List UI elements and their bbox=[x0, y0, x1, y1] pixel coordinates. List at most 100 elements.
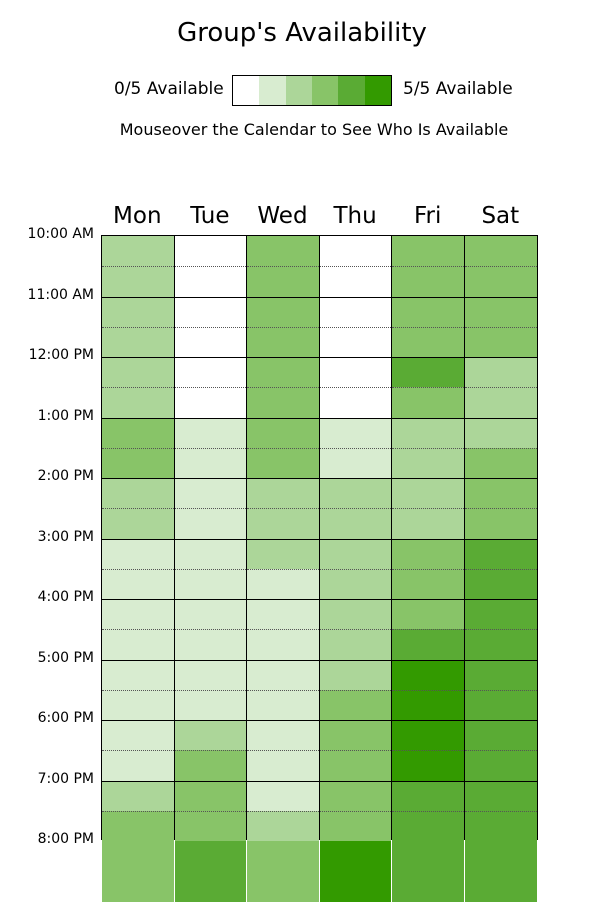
time-slot-cell[interactable] bbox=[392, 659, 464, 690]
time-slot-cell[interactable] bbox=[392, 266, 464, 297]
time-slot-cell[interactable] bbox=[247, 599, 319, 630]
time-slot-cell[interactable] bbox=[102, 810, 174, 841]
time-slot-cell[interactable] bbox=[102, 357, 174, 388]
time-slot-cell[interactable] bbox=[392, 326, 464, 357]
time-slot-cell[interactable] bbox=[174, 841, 247, 872]
time-slot-cell[interactable] bbox=[392, 780, 464, 811]
time-slot-cell[interactable] bbox=[465, 750, 537, 781]
time-slot-cell[interactable] bbox=[102, 750, 174, 781]
time-slot-cell[interactable] bbox=[392, 417, 464, 448]
time-slot-cell[interactable] bbox=[319, 841, 392, 872]
time-slot-cell[interactable] bbox=[319, 810, 392, 841]
time-slot-cell[interactable] bbox=[247, 841, 319, 872]
time-slot-cell[interactable] bbox=[392, 599, 464, 630]
time-slot-cell[interactable] bbox=[102, 417, 174, 448]
time-slot-cell[interactable] bbox=[247, 689, 319, 720]
time-slot-cell[interactable] bbox=[247, 387, 319, 418]
time-slot-cell[interactable] bbox=[247, 568, 319, 599]
time-slot-cell[interactable] bbox=[319, 236, 392, 267]
time-slot-cell[interactable] bbox=[174, 357, 247, 388]
time-slot-cell[interactable] bbox=[102, 871, 174, 902]
day-column-sat[interactable] bbox=[464, 235, 538, 902]
time-slot-cell[interactable] bbox=[102, 841, 174, 872]
day-column-mon[interactable] bbox=[101, 235, 175, 902]
time-slot-cell[interactable] bbox=[174, 508, 247, 539]
time-slot-cell[interactable] bbox=[174, 659, 247, 690]
time-slot-cell[interactable] bbox=[319, 780, 392, 811]
time-slot-cell[interactable] bbox=[465, 387, 537, 418]
time-slot-cell[interactable] bbox=[174, 750, 247, 781]
time-slot-cell[interactable] bbox=[319, 417, 392, 448]
time-slot-cell[interactable] bbox=[102, 447, 174, 478]
time-slot-cell[interactable] bbox=[319, 326, 392, 357]
time-slot-cell[interactable] bbox=[392, 871, 464, 902]
time-slot-cell[interactable] bbox=[319, 568, 392, 599]
time-slot-cell[interactable] bbox=[465, 841, 537, 872]
time-slot-cell[interactable] bbox=[102, 478, 174, 509]
time-slot-cell[interactable] bbox=[174, 780, 247, 811]
time-slot-cell[interactable] bbox=[319, 871, 392, 902]
time-slot-cell[interactable] bbox=[392, 689, 464, 720]
time-slot-cell[interactable] bbox=[174, 478, 247, 509]
time-slot-cell[interactable] bbox=[319, 447, 392, 478]
time-slot-cell[interactable] bbox=[465, 810, 537, 841]
time-slot-cell[interactable] bbox=[102, 659, 174, 690]
time-slot-cell[interactable] bbox=[465, 780, 537, 811]
time-slot-cell[interactable] bbox=[174, 387, 247, 418]
time-slot-cell[interactable] bbox=[392, 568, 464, 599]
availability-calendar-grid[interactable] bbox=[101, 235, 538, 902]
time-slot-cell[interactable] bbox=[174, 689, 247, 720]
time-slot-cell[interactable] bbox=[102, 236, 174, 267]
time-slot-cell[interactable] bbox=[174, 326, 247, 357]
time-slot-cell[interactable] bbox=[392, 357, 464, 388]
time-slot-cell[interactable] bbox=[102, 508, 174, 539]
time-slot-cell[interactable] bbox=[174, 236, 247, 267]
time-slot-cell[interactable] bbox=[174, 266, 247, 297]
time-slot-cell[interactable] bbox=[247, 871, 319, 902]
time-slot-cell[interactable] bbox=[465, 447, 537, 478]
time-slot-cell[interactable] bbox=[392, 841, 464, 872]
time-slot-cell[interactable] bbox=[392, 478, 464, 509]
time-slot-cell[interactable] bbox=[465, 236, 537, 267]
time-slot-cell[interactable] bbox=[465, 417, 537, 448]
time-slot-cell[interactable] bbox=[102, 266, 174, 297]
time-slot-cell[interactable] bbox=[319, 478, 392, 509]
time-slot-cell[interactable] bbox=[319, 538, 392, 569]
time-slot-cell[interactable] bbox=[174, 447, 247, 478]
time-slot-cell[interactable] bbox=[319, 387, 392, 418]
time-slot-cell[interactable] bbox=[319, 266, 392, 297]
time-slot-cell[interactable] bbox=[392, 508, 464, 539]
time-slot-cell[interactable] bbox=[247, 659, 319, 690]
time-slot-cell[interactable] bbox=[319, 599, 392, 630]
time-slot-cell[interactable] bbox=[102, 780, 174, 811]
time-slot-cell[interactable] bbox=[465, 568, 537, 599]
time-slot-cell[interactable] bbox=[247, 720, 319, 751]
day-column-tue[interactable] bbox=[173, 235, 248, 902]
time-slot-cell[interactable] bbox=[465, 508, 537, 539]
time-slot-cell[interactable] bbox=[392, 447, 464, 478]
time-slot-cell[interactable] bbox=[392, 236, 464, 267]
time-slot-cell[interactable] bbox=[465, 599, 537, 630]
time-slot-cell[interactable] bbox=[319, 720, 392, 751]
time-slot-cell[interactable] bbox=[319, 689, 392, 720]
time-slot-cell[interactable] bbox=[247, 447, 319, 478]
time-slot-cell[interactable] bbox=[174, 568, 247, 599]
time-slot-cell[interactable] bbox=[247, 326, 319, 357]
time-slot-cell[interactable] bbox=[247, 750, 319, 781]
time-slot-cell[interactable] bbox=[465, 689, 537, 720]
time-slot-cell[interactable] bbox=[174, 599, 247, 630]
time-slot-cell[interactable] bbox=[319, 659, 392, 690]
time-slot-cell[interactable] bbox=[465, 538, 537, 569]
time-slot-cell[interactable] bbox=[319, 296, 392, 327]
time-slot-cell[interactable] bbox=[465, 720, 537, 751]
time-slot-cell[interactable] bbox=[465, 296, 537, 327]
time-slot-cell[interactable] bbox=[174, 538, 247, 569]
time-slot-cell[interactable] bbox=[465, 266, 537, 297]
time-slot-cell[interactable] bbox=[465, 326, 537, 357]
time-slot-cell[interactable] bbox=[319, 750, 392, 781]
time-slot-cell[interactable] bbox=[102, 689, 174, 720]
time-slot-cell[interactable] bbox=[102, 599, 174, 630]
time-slot-cell[interactable] bbox=[465, 629, 537, 660]
time-slot-cell[interactable] bbox=[319, 508, 392, 539]
time-slot-cell[interactable] bbox=[392, 750, 464, 781]
